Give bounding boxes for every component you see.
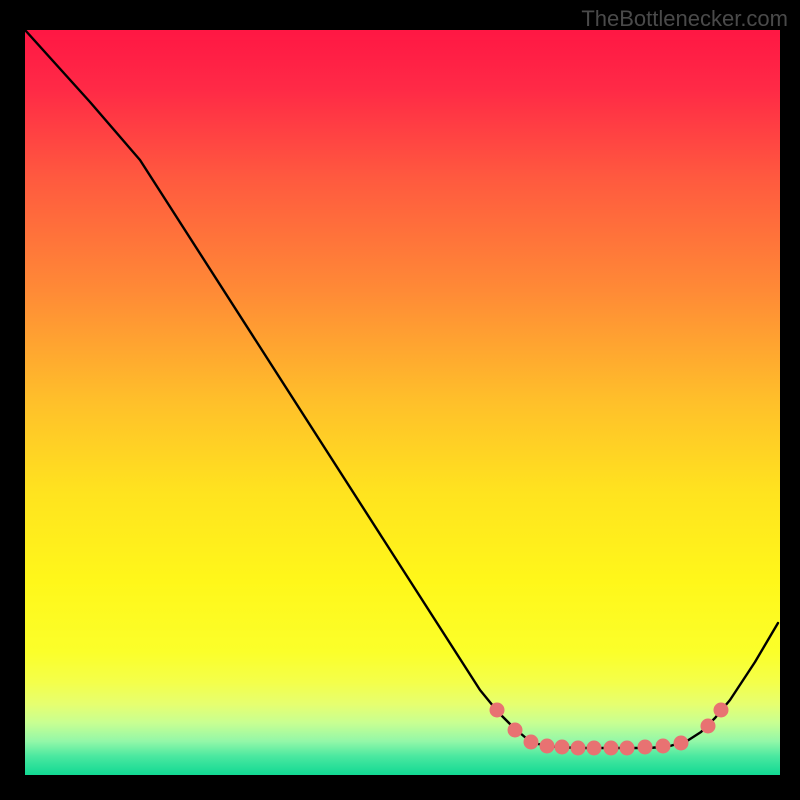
- plot-svg: [25, 30, 780, 775]
- marker-point: [540, 739, 555, 754]
- marker-point: [714, 703, 729, 718]
- marker-point: [587, 741, 602, 756]
- marker-point: [555, 740, 570, 755]
- marker-point: [508, 723, 523, 738]
- marker-point: [701, 719, 716, 734]
- watermark-text: TheBottlenecker.com: [581, 6, 788, 32]
- marker-point: [524, 735, 539, 750]
- marker-point: [490, 703, 505, 718]
- marker-point: [638, 740, 653, 755]
- gradient-background: [25, 30, 780, 775]
- marker-point: [674, 736, 689, 751]
- chart-canvas: TheBottlenecker.com: [0, 0, 800, 800]
- marker-point: [620, 741, 635, 756]
- plot-area: [25, 30, 780, 775]
- marker-point: [656, 739, 671, 754]
- marker-point: [604, 741, 619, 756]
- marker-point: [571, 741, 586, 756]
